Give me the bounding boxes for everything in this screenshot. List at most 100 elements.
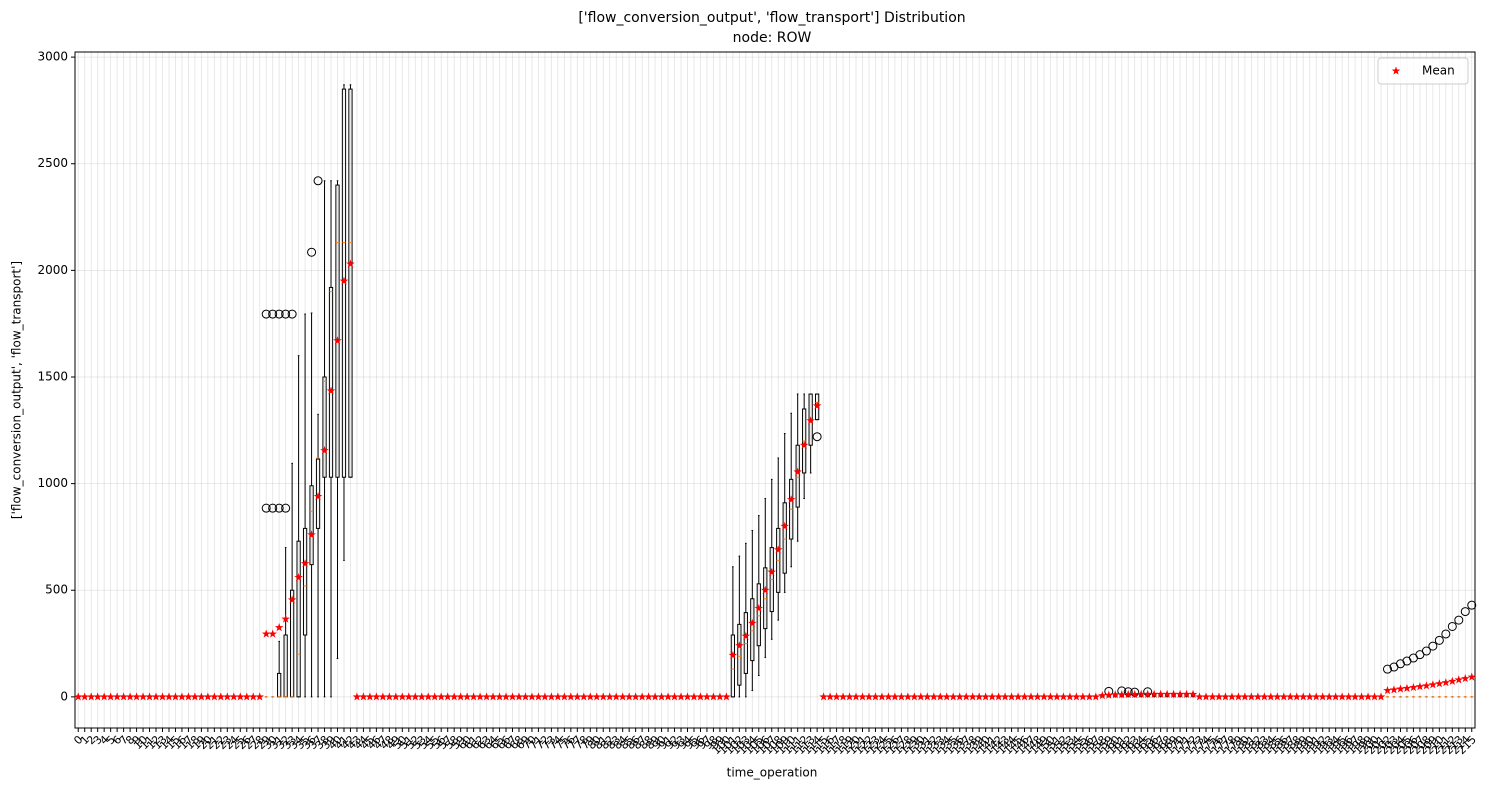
mean-marker (722, 692, 731, 701)
mean-marker (73, 692, 83, 701)
flier (1421, 646, 1431, 656)
box (737, 623, 742, 686)
mean-marker (1188, 689, 1198, 698)
mean-marker (644, 692, 653, 701)
mean-marker (832, 692, 841, 701)
mean-marker (197, 692, 206, 701)
flier (1428, 641, 1438, 651)
chart-title: ['flow_conversion_output', 'flow_transpo… (578, 10, 965, 26)
mean-marker (86, 692, 96, 701)
mean-marker (1402, 683, 1412, 692)
mean-marker (125, 692, 135, 701)
mean-marker (320, 446, 329, 455)
mean-marker (1292, 692, 1302, 701)
mean-marker (793, 467, 802, 476)
mean-marker (1260, 692, 1269, 701)
mean-marker (1253, 692, 1263, 701)
flier (1454, 615, 1464, 625)
legend-marker (1391, 66, 1401, 75)
flier (307, 247, 317, 257)
mean-marker (223, 692, 232, 701)
mean-marker (806, 416, 815, 425)
flier (1434, 635, 1444, 645)
y-axis-label: ['flow_conversion_output', 'flow_transpo… (10, 261, 24, 519)
mean-marker (1098, 691, 1107, 700)
mean-marker (825, 692, 835, 701)
mean-marker (138, 692, 148, 701)
box (296, 540, 301, 698)
mean-marker (702, 692, 712, 701)
mean-marker (910, 692, 919, 701)
mean-marker (203, 692, 213, 701)
mean-marker (307, 530, 316, 539)
mean-marker (657, 692, 666, 701)
mean-marker (1337, 692, 1347, 701)
mean-marker (611, 692, 621, 701)
flier (812, 432, 822, 442)
mean-marker (1273, 692, 1282, 701)
mean-marker (748, 618, 757, 627)
mean-marker (1175, 689, 1185, 698)
mean-marker (981, 692, 990, 701)
mean-marker (449, 692, 459, 701)
flier (313, 176, 323, 186)
mean-marker (1130, 690, 1139, 699)
mean-marker (819, 692, 828, 701)
flier (281, 503, 291, 513)
mean-marker (501, 692, 511, 701)
mean-marker (780, 521, 789, 530)
mean-marker (936, 692, 945, 701)
mean-marker (177, 692, 187, 701)
box (730, 634, 735, 698)
mean-marker (1428, 680, 1438, 689)
flier (274, 503, 284, 513)
mean-marker (799, 440, 809, 449)
mean-marker (955, 692, 964, 701)
mean-marker (1078, 692, 1088, 701)
flier (268, 503, 278, 513)
box (302, 527, 308, 636)
mean-marker (663, 692, 673, 701)
box (750, 598, 755, 662)
mean-marker (391, 692, 401, 701)
mean-marker (339, 276, 349, 285)
mean-marker (1104, 690, 1114, 699)
mean-marker (1046, 692, 1055, 701)
mean-marker (1279, 692, 1289, 701)
mean-marker (961, 692, 971, 701)
y-tick-label: 1500 (37, 369, 68, 383)
mean-marker (637, 692, 647, 701)
mean-marker (527, 692, 537, 701)
mean-marker (1007, 692, 1016, 701)
mean-marker (605, 692, 614, 701)
mean-marker (773, 545, 783, 554)
mean-marker (1201, 692, 1211, 701)
mean-marker (1370, 692, 1379, 701)
legend-label: Mean (1422, 64, 1455, 78)
mean-marker (488, 692, 498, 701)
mean-marker (106, 692, 115, 701)
flier (1467, 600, 1477, 610)
mean-marker (365, 692, 375, 701)
box (782, 502, 787, 574)
mean-marker (1208, 692, 1217, 701)
mean-marker (1266, 692, 1276, 701)
mean-marker (1026, 692, 1036, 701)
mean-marker (1318, 692, 1327, 701)
mean-marker (890, 692, 900, 701)
mean-marker (573, 692, 582, 701)
mean-marker (456, 692, 465, 701)
mean-marker (579, 692, 589, 701)
mean-marker (1298, 692, 1308, 701)
mean-marker (1305, 692, 1314, 701)
mean-marker (715, 692, 725, 701)
mean-marker (93, 692, 102, 701)
mean-marker (190, 692, 200, 701)
mean-marker (404, 692, 414, 701)
mean-marker (1234, 692, 1243, 701)
mean-marker (255, 692, 264, 701)
flier (1460, 607, 1470, 617)
mean-marker (735, 641, 744, 650)
mean-marker (547, 692, 556, 701)
